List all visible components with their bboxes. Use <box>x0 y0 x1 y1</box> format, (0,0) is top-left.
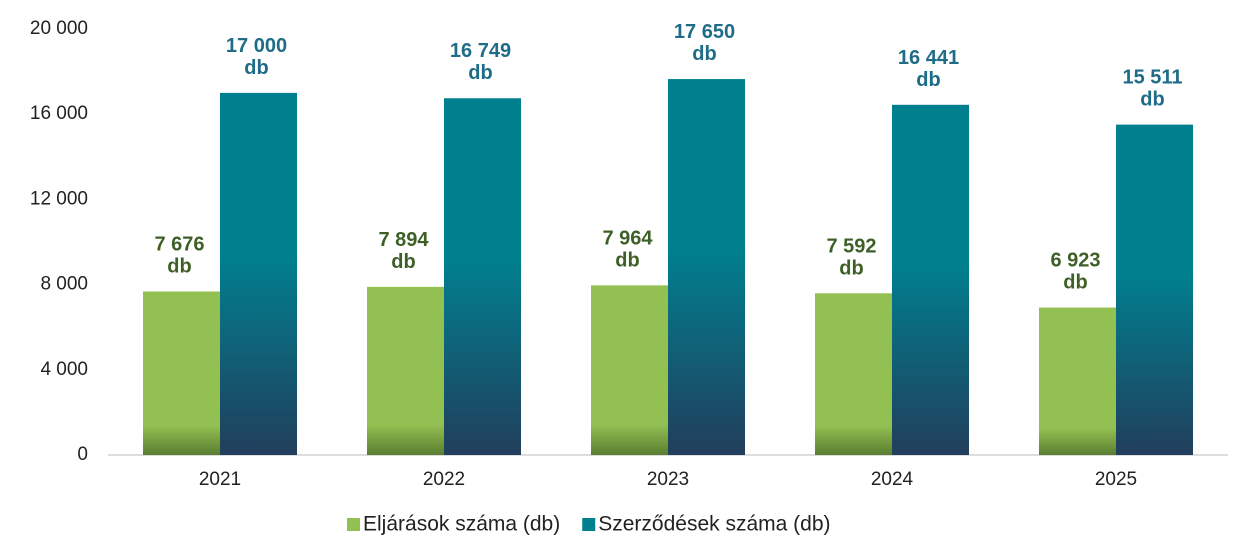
legend-label: Szerződések száma (db) <box>598 513 830 536</box>
value-label: 17 650 db <box>674 21 735 65</box>
bar <box>892 104 969 455</box>
value-label: 7 894 db <box>378 229 429 273</box>
legend-swatch <box>582 518 596 531</box>
value-label: 6 923 db <box>1050 250 1100 294</box>
x-tick-label: 2025 <box>1095 469 1137 490</box>
bar <box>220 92 297 456</box>
bar <box>668 79 745 456</box>
y-tick-label: 16 000 <box>30 103 88 124</box>
y-tick-label: 12 000 <box>30 188 88 209</box>
value-label: 17 000 db <box>226 35 287 79</box>
value-label: 7 676 db <box>154 234 204 278</box>
y-tick-label: 8 000 <box>40 274 88 295</box>
x-tick-label: 2021 <box>199 469 241 490</box>
bar <box>815 293 892 455</box>
value-label: 7 592 db <box>826 236 876 280</box>
x-tick-label: 2024 <box>871 469 914 490</box>
bar <box>1039 307 1116 455</box>
y-tick-label: 0 <box>77 444 88 465</box>
value-label: 7 964 db <box>602 228 653 272</box>
y-tick-label: 20 000 <box>30 18 88 39</box>
x-tick-label: 2022 <box>423 469 465 490</box>
bar <box>143 291 220 455</box>
value-label: 16 441 db <box>898 47 959 91</box>
value-label: 15 511 db <box>1122 67 1182 111</box>
bar <box>591 285 668 455</box>
bar <box>444 98 521 455</box>
bar <box>1116 124 1193 456</box>
legend-label: Eljárások száma (db) <box>363 513 560 536</box>
bar <box>367 286 444 455</box>
legend-swatch <box>347 518 360 531</box>
y-tick-label: 4 000 <box>40 359 88 380</box>
value-label: 16 749 db <box>450 41 511 85</box>
x-tick-label: 2023 <box>647 469 689 490</box>
